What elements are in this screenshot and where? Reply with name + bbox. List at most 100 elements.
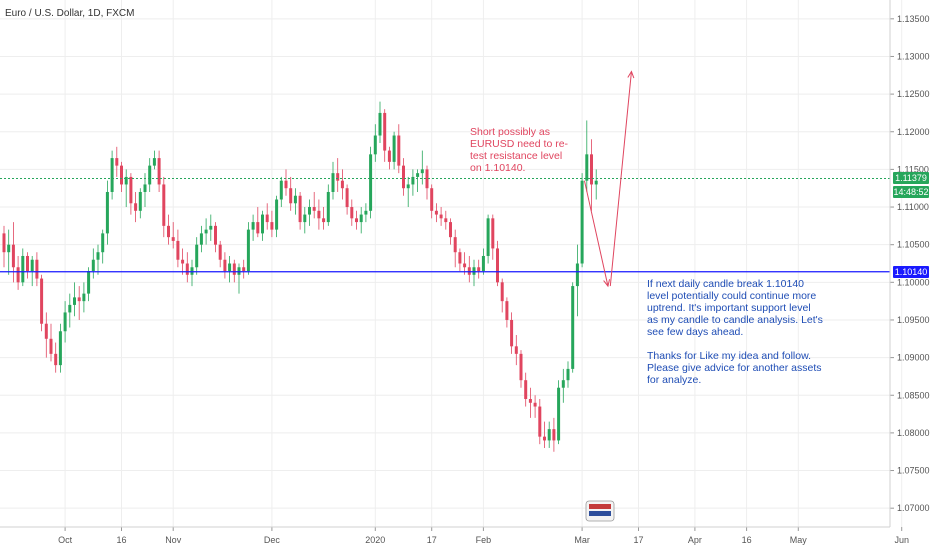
- candle: [359, 207, 363, 234]
- candle-body: [317, 210, 321, 219]
- candle: [115, 146, 119, 177]
- y-tick-label: 1.07500: [897, 466, 930, 476]
- candle: [190, 259, 194, 287]
- candle-body: [430, 188, 434, 211]
- candle: [228, 255, 232, 283]
- candle: [73, 282, 76, 317]
- candle-body: [157, 158, 161, 185]
- candle: [594, 169, 598, 200]
- candle: [237, 263, 241, 294]
- y-tick-label: 1.07000: [897, 503, 930, 513]
- candle: [21, 248, 25, 287]
- candle-body: [58, 331, 62, 366]
- candle-body: [129, 176, 133, 204]
- candle: [63, 301, 67, 343]
- candle-body: [500, 282, 504, 302]
- candle: [472, 259, 476, 287]
- candle-body: [336, 173, 340, 181]
- candle-body: [35, 259, 39, 279]
- candle: [552, 417, 556, 452]
- candle: [543, 421, 546, 448]
- candle: [204, 218, 208, 245]
- candle: [387, 146, 391, 170]
- candle: [195, 237, 199, 275]
- candle: [26, 252, 29, 279]
- candle: [467, 255, 471, 283]
- candle-body: [256, 222, 260, 234]
- candle-body: [214, 225, 217, 245]
- candle: [590, 139, 593, 211]
- candle: [430, 184, 434, 219]
- y-tick-label: 1.12000: [897, 127, 930, 137]
- candle: [120, 161, 123, 192]
- candle: [87, 267, 91, 302]
- candle-body: [439, 214, 443, 219]
- candle: [68, 293, 72, 328]
- candle-body: [486, 218, 490, 256]
- candle: [505, 297, 509, 328]
- candle-body: [16, 267, 20, 283]
- candle: [585, 120, 589, 192]
- candle-body: [463, 263, 467, 268]
- candle: [293, 188, 297, 215]
- arrow-shaft: [583, 180, 609, 287]
- arrow-shaft: [609, 71, 632, 287]
- candle: [199, 225, 203, 253]
- candle-body: [552, 429, 556, 441]
- candle: [96, 244, 100, 275]
- candle-body: [96, 252, 100, 260]
- candle-body: [453, 237, 457, 253]
- candle-body: [425, 169, 429, 189]
- candle-body: [242, 267, 246, 272]
- candle-body: [561, 380, 565, 388]
- candle-body: [246, 229, 250, 272]
- candle: [519, 350, 523, 388]
- candle-body: [575, 263, 579, 287]
- candle-body: [477, 267, 481, 272]
- candle-body: [26, 255, 29, 272]
- candle: [538, 399, 542, 445]
- candle-body: [209, 225, 213, 230]
- candle-body: [420, 169, 424, 174]
- candle: [251, 214, 255, 241]
- candle: [458, 248, 462, 272]
- candle-body: [124, 176, 128, 185]
- candle: [218, 240, 222, 268]
- candle: [49, 323, 53, 362]
- candle: [453, 229, 457, 268]
- candle: [223, 252, 227, 279]
- candle-body: [458, 252, 462, 264]
- candle-body: [505, 301, 509, 320]
- candle-body: [270, 222, 274, 230]
- candle-body: [120, 165, 123, 185]
- candle: [279, 176, 283, 208]
- candle: [402, 158, 405, 196]
- candle-body: [331, 173, 335, 192]
- candle-body: [397, 135, 401, 166]
- candle: [500, 278, 504, 313]
- candle: [326, 184, 330, 226]
- candle: [157, 150, 161, 192]
- candle-body: [44, 323, 48, 339]
- arrows: [583, 70, 635, 288]
- candle: [463, 252, 467, 275]
- candle-body: [416, 173, 420, 177]
- candle: [557, 380, 561, 445]
- candle: [449, 218, 452, 245]
- x-tick-label: Apr: [688, 535, 702, 545]
- y-tick-label: 1.13000: [897, 51, 930, 61]
- y-tick-label: 1.11500: [897, 164, 929, 174]
- candle-body: [134, 203, 138, 211]
- candle: [340, 169, 344, 200]
- candle: [364, 203, 368, 223]
- candle: [171, 222, 175, 249]
- y-tick-label: 1.09000: [897, 353, 930, 363]
- candle-body: [176, 240, 180, 260]
- candle-body: [566, 368, 570, 381]
- candle-body: [359, 214, 363, 223]
- candle-body: [590, 154, 593, 185]
- candle: [331, 161, 335, 200]
- grid: [0, 0, 903, 527]
- current-price-tag: 1.11379: [893, 171, 929, 184]
- candle: [134, 191, 138, 223]
